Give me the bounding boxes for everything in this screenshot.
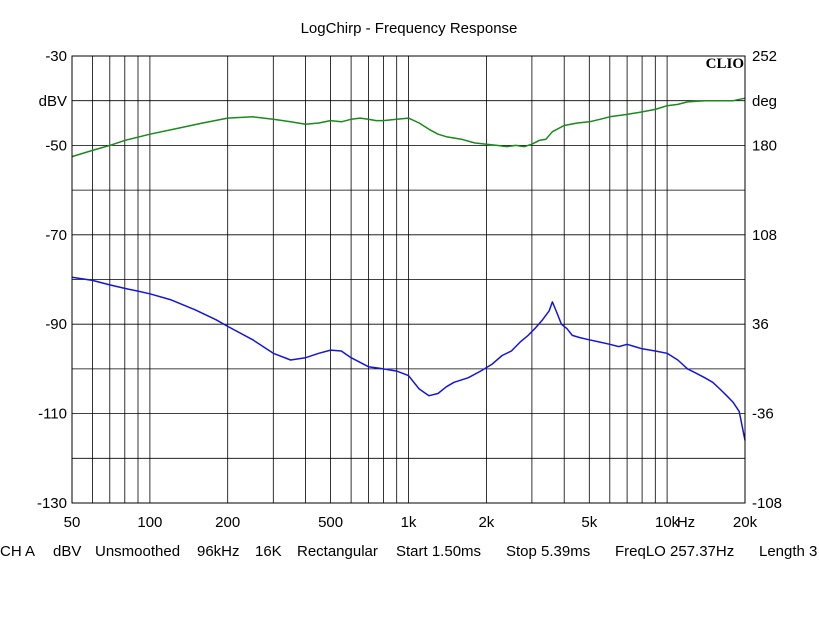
y-right-tick-labels: 252 180 108 36 -36 -108 [752,48,782,512]
y-left-tick-label: -70 [45,227,67,244]
y-right-tick-label: 36 [752,316,769,333]
chart-title: LogChirp - Frequency Response [301,20,518,37]
x-tick-label: 1k [401,514,417,531]
y-left-tick-label: -90 [45,316,67,333]
x-tick-label: 500 [318,514,343,531]
y-right-tick-label: 252 [752,48,777,65]
x-tick-label: 50 [64,514,81,531]
x-tick-label: 10k [655,514,680,531]
y-right-tick-label: -108 [752,495,782,512]
footer-parameters: CH A dBV Unsmoothed 96kHz 16K Rectangular Star… [0,543,817,560]
y-left-tick-label: -110 [38,406,67,423]
x-tick-label: 5k [581,514,597,531]
phase-curve [71,97,746,158]
y-right-tick-label: 108 [752,227,777,244]
footer-item: Start 1.50ms [396,543,481,560]
footer-item: 16K [255,543,282,560]
footer-item: FreqLO 257.37Hz [615,543,734,560]
clio-brand: CLIO [706,56,744,72]
y-left-tick-labels: -30 -50 -70 -90 -110 -130 [37,48,67,512]
footer-item: Stop 5.39ms [506,543,590,560]
footer-item: CH A [0,543,35,560]
x-tick-labels: 50 100 200 500 1k 2k 5k 10k 20k [64,514,758,531]
footer-item: Unsmoothed [95,543,180,560]
y-left-tick-label: -130 [37,495,67,512]
x-tick-label: 200 [215,514,240,531]
footer-item: Rectangular [297,543,378,560]
y-left-tick-label: -30 [45,48,67,65]
y-right-tick-label: -36 [752,406,774,423]
y-left-tick-label: -50 [45,137,67,154]
x-tick-label: 20k [733,514,758,531]
x-axis-unit: Hz [677,514,695,531]
y-left-unit: dBV [39,93,67,110]
x-tick-label: 2k [478,514,494,531]
curves [71,97,746,441]
x-tick-label: 100 [137,514,162,531]
y-right-tick-label: 180 [752,137,777,154]
magnitude-curve [71,276,746,441]
footer-item: 96kHz [197,543,240,560]
plot-border [71,55,746,504]
footer-item: Length 3 [759,543,817,560]
y-right-unit: deg [752,93,777,110]
grid [72,56,745,503]
footer-item: dBV [53,543,81,560]
